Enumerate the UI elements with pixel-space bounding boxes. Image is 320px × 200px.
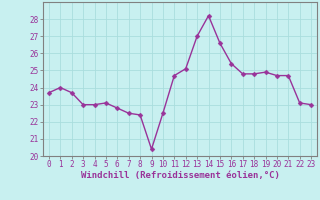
- X-axis label: Windchill (Refroidissement éolien,°C): Windchill (Refroidissement éolien,°C): [81, 171, 279, 180]
